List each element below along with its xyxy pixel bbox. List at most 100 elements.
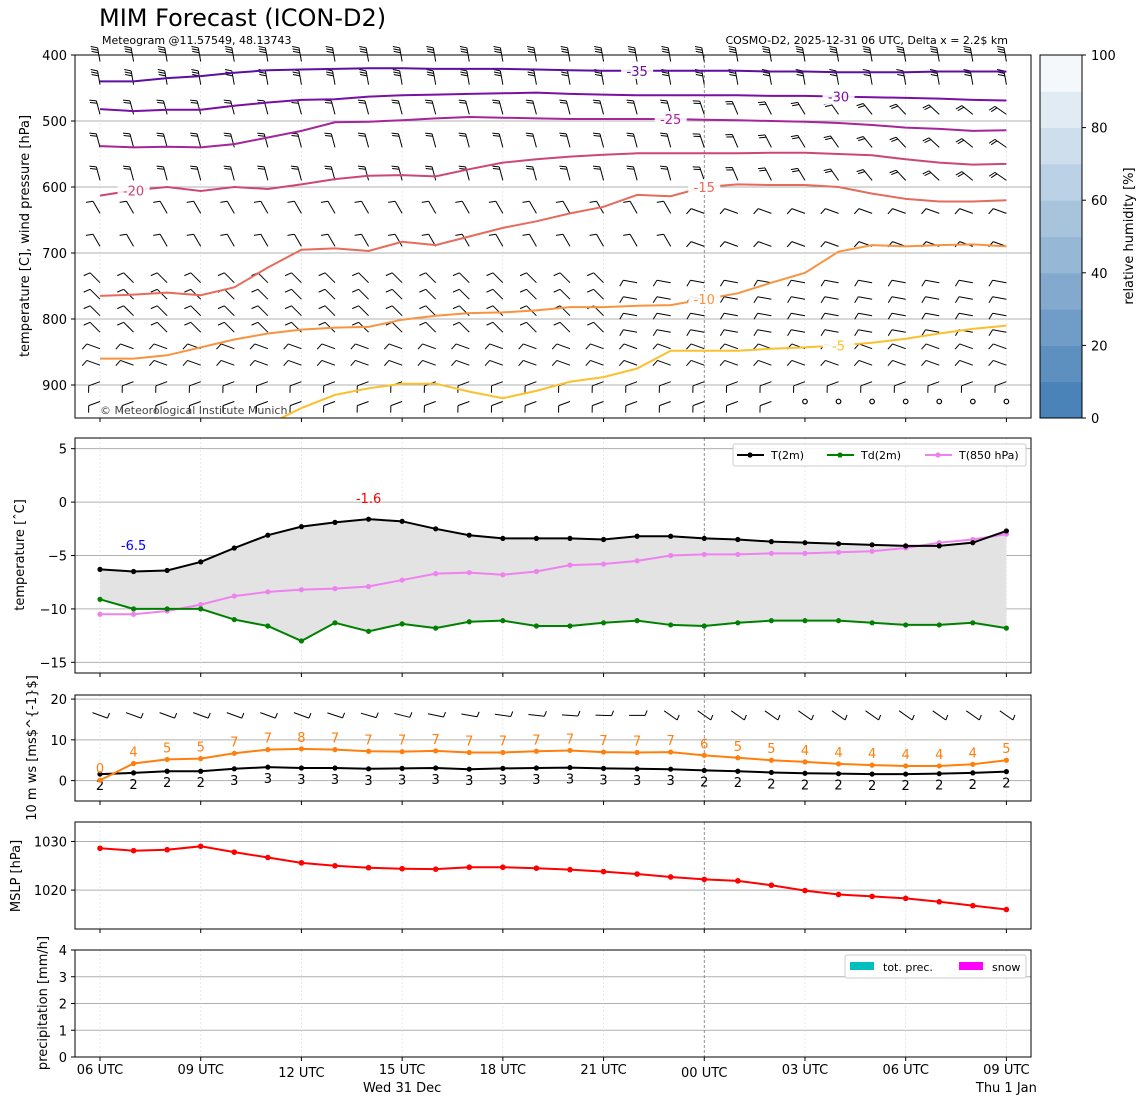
panel-wind: 2 2 2 2 3 3 3 3 3 3 3 3 3 3 3 3 3 3 2 2 2 2 2 2 2 2 2 204 5 5 7 7 8 7 7 7 7 7… [25,675,1032,821]
wind-barb [89,99,101,115]
wind-barb [896,45,907,62]
wind-barb [86,200,101,214]
wind-barb [660,132,672,148]
wind-barb [856,103,873,115]
y-tick-label: 20 [50,693,67,708]
wind-barb [753,359,772,367]
wind-barb [385,272,403,284]
panel-upper-air-frame [74,54,1032,419]
wind-barb [528,711,547,717]
data-point [567,535,573,542]
wind-barb [954,279,973,287]
wind-barb [182,359,201,367]
data-point [231,593,237,599]
wind-barb [921,208,940,215]
mean-wind-value-label: 2 [700,775,708,790]
data-point [835,761,842,767]
data-point [399,518,405,524]
data-point [500,535,506,542]
wind-barb [320,233,336,247]
model-run-info: COSMO-D2, 2025-12-31 06 UTC, Delta x = 2… [725,34,1008,47]
data-point [1003,906,1010,913]
wind-barb [686,312,705,320]
wind-barb [719,241,739,248]
data-point [231,766,237,772]
wind-barb [90,45,101,62]
y-tick-label: 1 [59,1024,67,1039]
wind-barb [217,321,235,333]
wind-barb [83,305,101,317]
wind-barb [385,321,403,333]
data-point [567,562,573,568]
gust-value-label: 5 [197,741,205,756]
data-point [130,847,137,854]
wind-barb [425,99,437,115]
data-point [298,524,305,530]
wind-barb [764,710,781,721]
data-point [668,552,674,559]
wind-barb [658,381,671,393]
wind-barb [595,710,615,717]
wind-barb [854,312,873,320]
x-tick-label: 06 UTC [882,1063,928,1078]
wind-barb [490,401,504,413]
wind-barb [124,69,135,85]
wind-barb [656,233,672,247]
data-point [332,862,338,869]
wind-barb [260,712,278,719]
colorbar-level [1040,345,1082,383]
wind-barb [255,401,269,413]
wind-barb [686,343,705,350]
wind-barb [493,69,504,85]
wind-barb [725,101,739,115]
wind-barb [829,45,840,62]
data-point [500,618,506,624]
wind-barb [988,343,1007,350]
calm-wind-marker [902,398,909,405]
wind-barb [725,167,739,181]
data-point [231,616,237,623]
wind-barb [383,359,403,367]
wind-barb [618,343,638,350]
wind-barb [719,208,739,215]
wind-barb [856,169,873,181]
y-tick-label: 4 [59,944,67,959]
gust-value-label: 7 [364,733,372,748]
wind-barb [316,343,336,350]
wind-barb [725,401,739,413]
wind-barb [887,329,906,337]
wind-barb [284,305,302,317]
wind-barb [692,381,705,393]
mean-wind-value-label: 3 [599,773,607,788]
data-point [231,545,237,551]
wind-barb [996,45,1007,62]
wind-barb [551,343,571,350]
wind-barb [853,208,873,215]
colorbar-level [1040,127,1082,165]
wind-barb [451,343,470,350]
gust-value-label: 5 [163,741,171,756]
isotherm-minus25 [99,115,1007,149]
wind-barb [999,710,1016,721]
gust-value-label: 7 [633,734,641,749]
wind-barb [697,710,714,721]
calm-wind-marker [969,398,976,405]
wind-barb [83,288,101,300]
wind-barb [115,359,134,367]
wind-barb [558,401,571,413]
wind-barb [790,167,806,181]
wind-barb [316,359,336,367]
gust-value-label: 7 [432,733,440,748]
panel-mslp: 1030 1020 MSLP [hPa] [9,821,1032,930]
data-point [533,865,540,872]
mean-wind-value-label: 3 [364,774,372,789]
day-label: Thu 1 Jan [975,1081,1037,1096]
wind-barb [960,381,973,393]
legend-t2m-marker [747,452,753,458]
wind-barb [323,381,336,393]
wind-barb [887,279,906,287]
y-tick-label: 5 [59,443,67,458]
wind-barb [686,241,705,248]
gust-value-label: 7 [566,732,574,747]
wind-barb [360,712,379,719]
